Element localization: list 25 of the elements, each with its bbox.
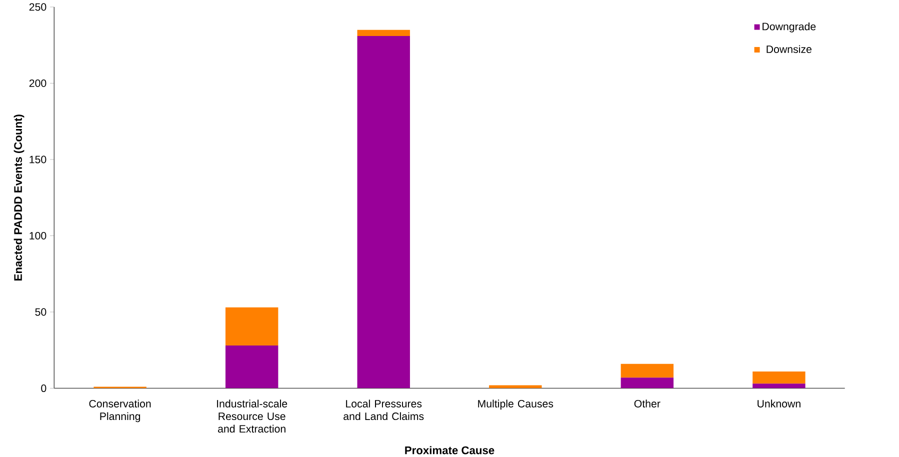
x-tick-label: Industrial-scale Resource Use and Extraction: [217, 399, 288, 432]
x-tick-label: Unknown: [758, 399, 800, 408]
bar: [752, 383, 806, 388]
y-tick-label: 100: [30, 232, 46, 240]
bar: [225, 345, 278, 388]
bar: [489, 384, 542, 388]
x-axis-title: Proximate Cause: [405, 446, 494, 454]
x-tick-label: Multiple Causes: [478, 399, 554, 410]
legend-label: Downsize: [766, 44, 812, 53]
bar: [357, 30, 410, 36]
legend-label: Downgrade: [762, 22, 816, 32]
y-tick-label: 250: [29, 2, 46, 11]
y-tick-label: 50: [35, 308, 46, 316]
y-axis-title: Enacted PADDD Events (Count): [14, 114, 24, 280]
y-tick-label: 0: [41, 384, 46, 392]
bar: [620, 377, 674, 388]
y-tick-label: 150: [30, 156, 46, 164]
y-tick-label: 200: [29, 79, 46, 87]
bar: [225, 307, 278, 346]
bar: [752, 371, 806, 384]
x-tick-label: Other: [634, 399, 660, 408]
bar: [620, 364, 674, 378]
x-tick-label: Local Pressures and Land Claims: [344, 399, 424, 420]
bar: [357, 36, 410, 388]
x-tick-label: Conservation Planning: [89, 399, 151, 422]
